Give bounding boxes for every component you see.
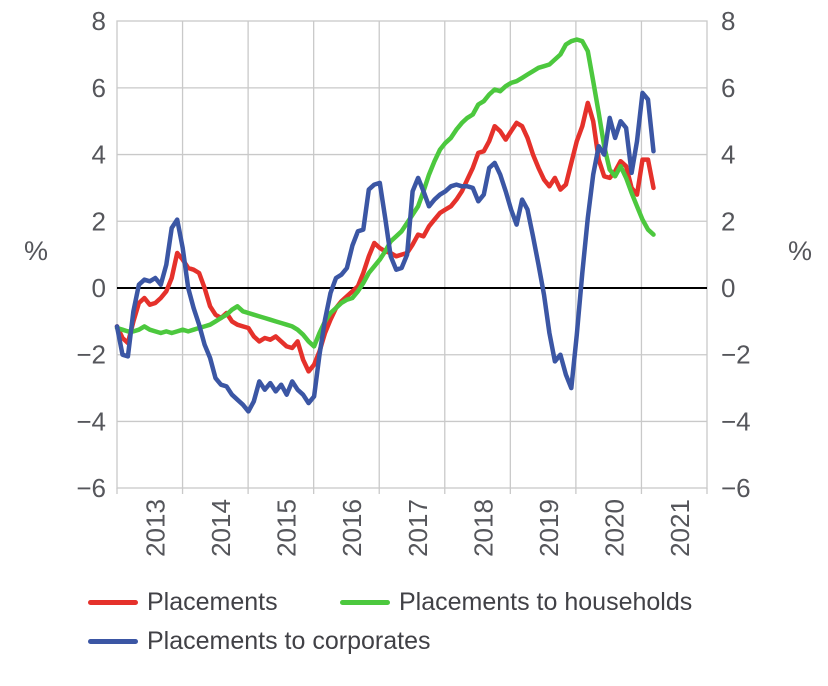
series-line-1 xyxy=(114,37,656,349)
y-tick-label-left: 4 xyxy=(92,140,106,170)
y-tick-label-right: −4 xyxy=(721,406,751,436)
y-tick-label-right: 2 xyxy=(721,206,735,236)
series-line-2 xyxy=(114,90,656,414)
y-tick-label-left: −4 xyxy=(76,406,106,436)
y-tick-label-left: −6 xyxy=(76,473,106,503)
legend-swatch-corporates xyxy=(88,638,138,644)
y-tick-label-left: 8 xyxy=(92,6,106,36)
plot-border xyxy=(116,20,708,489)
y-tick-label-right: −6 xyxy=(721,473,751,503)
legend-label-corporates: Placements to corporates xyxy=(147,627,431,655)
x-tick-label: 2013 xyxy=(141,499,171,557)
x-tick-label: 2014 xyxy=(206,499,236,557)
legend-item-placements: Placements xyxy=(88,588,278,616)
line-chart-canvas: 8 8 6 6 4 4 2 2 0 0 −2 −2 −4 −4 −6 −6 2013 2014 2015 2016 20… xyxy=(24,6,812,557)
series-line-0 xyxy=(114,100,656,374)
x-tick-label: 2017 xyxy=(403,499,433,557)
y-tick-label-right: 6 xyxy=(721,73,735,103)
legend-label-households: Placements to households xyxy=(399,588,693,616)
x-tick-label: 2020 xyxy=(599,499,629,557)
legend-item-placements-to-households: Placements to households xyxy=(340,588,692,616)
y-axis-unit-right: % xyxy=(788,236,812,266)
legend: Placements Placements to households Plac… xyxy=(0,574,828,684)
x-tick-label: 2018 xyxy=(468,499,498,557)
y-tick-label-left: −2 xyxy=(76,340,106,370)
x-tick-label: 2016 xyxy=(337,499,367,557)
y-tick-label-left: 6 xyxy=(92,73,106,103)
y-tick-label-right: 4 xyxy=(721,140,735,170)
legend-label-placements: Placements xyxy=(147,588,278,616)
y-tick-label-right: −2 xyxy=(721,340,751,370)
legend-item-placements-to-corporates: Placements to corporates xyxy=(88,627,430,655)
x-tick-label: 2019 xyxy=(534,499,564,557)
y-tick-label-left: 2 xyxy=(92,206,106,236)
x-tick-label: 2015 xyxy=(272,499,302,557)
y-tick-label-left: 0 xyxy=(92,273,106,303)
y-tick-label-right: 8 xyxy=(721,6,735,36)
y-axis-unit-left: % xyxy=(24,236,48,266)
x-tick-label: 2021 xyxy=(665,499,695,557)
legend-swatch-households xyxy=(340,599,390,605)
y-tick-label-right: 0 xyxy=(721,273,735,303)
legend-swatch-placements xyxy=(88,599,138,605)
